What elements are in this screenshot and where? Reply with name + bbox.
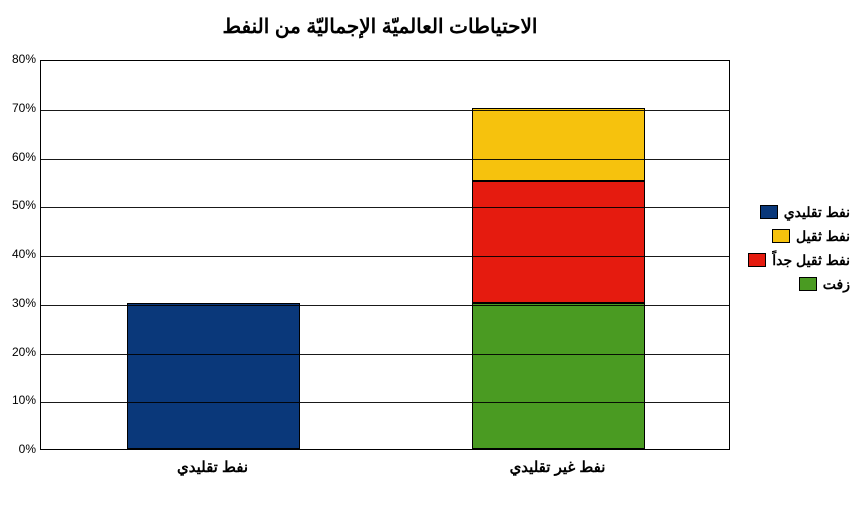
- y-tick-label: 20%: [4, 345, 36, 359]
- legend-row-extra_heavy_oil: نفط ثقيل جداً: [748, 248, 850, 272]
- legend-row-heavy_oil: نفط ثقيل: [748, 224, 850, 248]
- bar-conventional: [127, 303, 300, 449]
- y-tick-label: 70%: [4, 101, 36, 115]
- gridline: [41, 354, 729, 355]
- y-tick-label: 10%: [4, 393, 36, 407]
- segment-extra_heavy_oil: [472, 181, 645, 303]
- legend-swatch-bitumen: [799, 277, 817, 291]
- legend-swatch-heavy_oil: [772, 229, 790, 243]
- legend-label: نفط تقليدي: [784, 200, 850, 224]
- oil-reserves-stacked-bar-chart: الاحتياطات العالميّة الإجماليّة من النفط…: [0, 0, 860, 518]
- legend-swatch-extra_heavy_oil: [748, 253, 766, 267]
- legend-label: نفط ثقيل: [796, 224, 850, 248]
- plot-area: [40, 60, 730, 450]
- gridline: [41, 207, 729, 208]
- y-tick-label: 50%: [4, 198, 36, 212]
- legend-row-bitumen: زفت: [748, 272, 850, 296]
- legend-swatch-conventional_oil: [760, 205, 778, 219]
- chart-title: الاحتياطات العالميّة الإجماليّة من النفط: [0, 14, 760, 39]
- legend: نفط تقليدينفط ثقيلنفط ثقيل جداًزفت: [748, 200, 850, 296]
- legend-row-conventional_oil: نفط تقليدي: [748, 200, 850, 224]
- legend-label: زفت: [823, 272, 850, 296]
- gridline: [41, 159, 729, 160]
- y-tick-label: 80%: [4, 52, 36, 66]
- x-label-unconventional: نفط غير تقليدي: [385, 458, 730, 476]
- x-label-conventional: نفط تقليدي: [40, 458, 385, 476]
- y-tick-label: 0%: [4, 442, 36, 456]
- segment-conventional_oil: [127, 303, 300, 449]
- gridline: [41, 110, 729, 111]
- segment-heavy_oil: [472, 108, 645, 181]
- bars-layer: [41, 61, 729, 449]
- y-tick-label: 60%: [4, 150, 36, 164]
- legend-label: نفط ثقيل جداً: [772, 248, 850, 272]
- gridline: [41, 402, 729, 403]
- y-tick-label: 40%: [4, 247, 36, 261]
- gridline: [41, 305, 729, 306]
- segment-bitumen: [472, 303, 645, 449]
- gridline: [41, 256, 729, 257]
- y-tick-label: 30%: [4, 296, 36, 310]
